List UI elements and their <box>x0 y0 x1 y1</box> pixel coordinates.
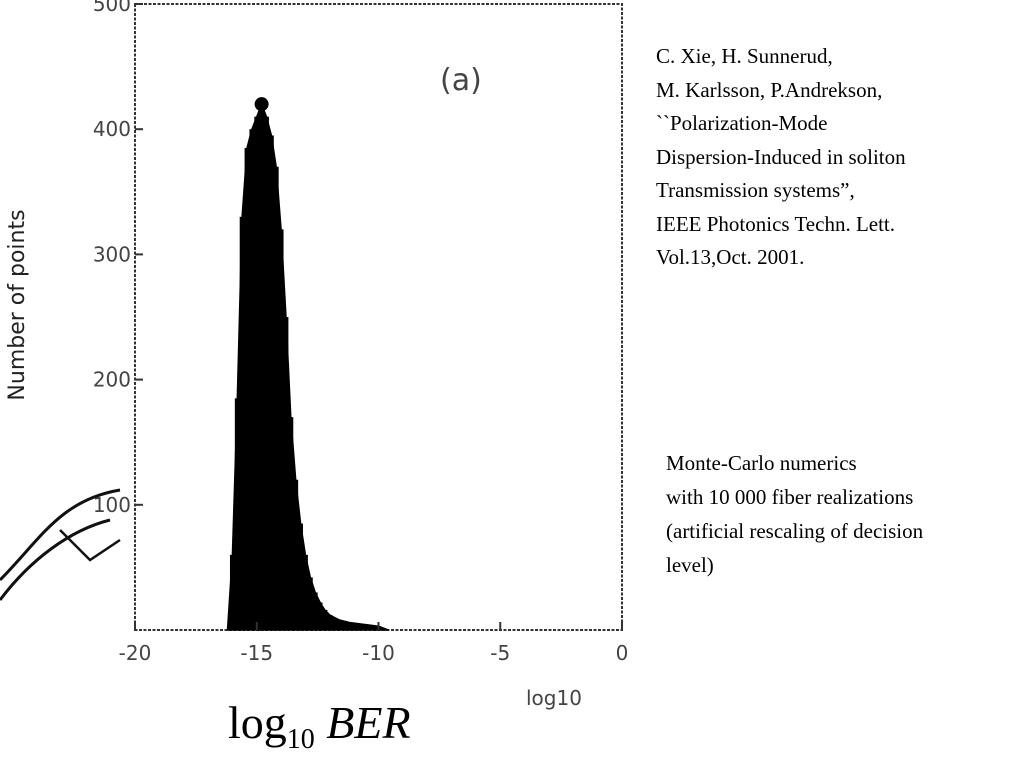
x-tick-label: -15 <box>240 641 273 665</box>
x-title-log: log <box>228 697 287 748</box>
histogram-bar <box>264 116 269 631</box>
citation-text: C. Xie, H. Sunnerud, M. Karlsson, P.Andr… <box>656 40 1016 275</box>
citation-line: Vol.13,Oct. 2001. <box>656 245 805 269</box>
y-tick-label: 100 <box>93 493 131 517</box>
citation-line: Transmission systems”, <box>656 178 855 202</box>
histogram-bar <box>288 417 294 630</box>
histogram-chart: -20 -15 -10 -5 0 100 200 300 400 500 (a) Number of… <box>0 0 629 710</box>
histogram-bar <box>283 317 289 630</box>
citation-line: IEEE Photonics Techn. Lett. <box>656 211 896 236</box>
histogram-bar <box>337 619 342 630</box>
histogram-bar <box>327 614 333 630</box>
monte-carlo-note: Monte-Carlo numerics with 10 000 fiber r… <box>666 446 1022 582</box>
histogram-bar <box>307 577 313 630</box>
histogram-bar <box>322 609 328 630</box>
citation-line: ``Polarization-Mode <box>656 111 828 135</box>
histogram-bar <box>273 166 279 630</box>
pen-stroke <box>0 518 111 601</box>
y-tick-label: 500 <box>93 0 131 16</box>
x-tick-label: -5 <box>490 641 510 665</box>
peak-marker <box>254 97 269 112</box>
x-tick-label: 0 <box>616 641 629 665</box>
x-title-variable: BER <box>326 697 411 748</box>
citation-line: Dispersion-Induced in soliton <box>656 144 906 169</box>
x-tick-label: -10 <box>362 641 395 665</box>
histogram-bar <box>298 523 304 630</box>
histogram-bar <box>254 116 260 631</box>
note-line: Monte-Carlo numerics <box>666 451 857 475</box>
x-axis-label-scan: log10 <box>526 686 582 710</box>
y-tick-label: 200 <box>93 368 131 392</box>
y-tick-label: 300 <box>93 242 131 266</box>
plot-frame <box>134 3 623 631</box>
histogram-bar <box>278 229 284 631</box>
note-line: level) <box>666 553 714 577</box>
histogram-bar <box>293 479 299 630</box>
histogram-bar <box>259 104 265 630</box>
x-axis-title: log10 BER <box>228 695 411 768</box>
note-line: (artificial rescaling of decision <box>666 519 924 543</box>
histogram-bar <box>268 135 274 630</box>
histogram-bar <box>317 602 323 630</box>
histogram-bar <box>249 129 255 630</box>
histogram-bar <box>303 554 308 630</box>
citation-line: C. Xie, H. Sunnerud, <box>656 44 833 68</box>
citation-line: M. Karlsson, P.Andrekson, <box>656 77 883 102</box>
histogram-bar <box>244 147 250 631</box>
histogram-bar <box>346 622 352 630</box>
histogram-bar <box>312 592 318 630</box>
pen-stroke <box>0 488 121 582</box>
y-tick-label: 400 <box>93 117 131 141</box>
histogram-bar <box>366 624 372 630</box>
x-tick-label: -20 <box>119 641 152 665</box>
histogram-bar <box>239 216 245 630</box>
histogram-bar <box>229 554 235 630</box>
y-axis-label: Number of points <box>5 209 30 400</box>
note-line: with 10 000 fiber realizations <box>666 485 914 509</box>
histogram-bar <box>234 398 240 630</box>
pen-stroke <box>59 529 121 562</box>
panel-label: (a) <box>440 63 482 98</box>
histogram-bar <box>356 623 362 630</box>
x-title-subscript: 10 <box>286 724 315 755</box>
